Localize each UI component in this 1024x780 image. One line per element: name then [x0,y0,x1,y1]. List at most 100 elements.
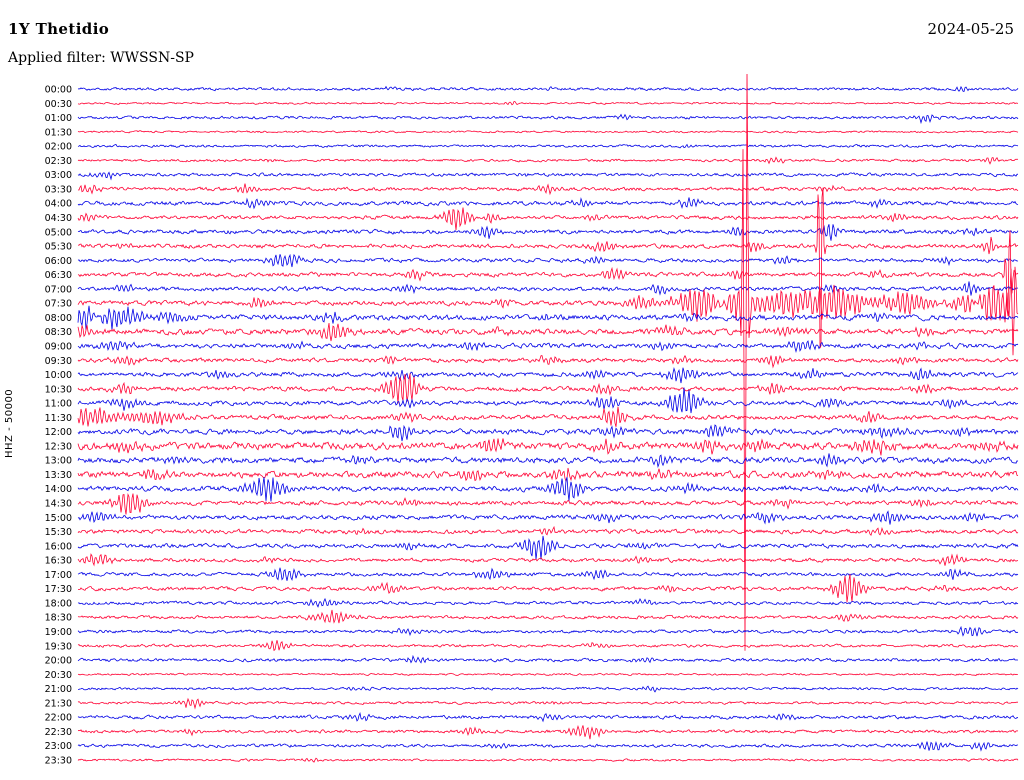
trace-11:00 [77,387,1018,414]
trace-18:00 [77,597,1019,608]
trace-16:00 [77,535,1019,560]
time-label-02:30: 02:30 [45,156,72,167]
trace-12:30 [77,438,1019,456]
trace-18:30 [77,609,1019,624]
trace-07:30 [77,74,1019,651]
trace-10:30 [77,373,1019,404]
trace-23:30 [77,757,1019,763]
trace-15:00 [77,510,1019,525]
time-label-23:00: 23:00 [45,741,72,752]
time-label-14:00: 14:00 [45,484,72,495]
time-label-00:00: 00:00 [45,85,72,96]
time-label-13:30: 13:30 [45,470,72,481]
time-label-08:00: 08:00 [45,313,72,324]
trace-17:00 [77,567,1019,582]
trace-22:30 [77,724,1019,740]
trace-21:00 [77,685,1019,693]
time-label-05:30: 05:30 [45,242,72,253]
time-label-18:00: 18:00 [45,599,72,610]
trace-14:00 [77,477,1019,502]
trace-19:00 [77,625,1019,637]
trace-10:00 [77,366,1019,384]
trace-09:30 [77,354,1019,369]
trace-00:00 [77,85,1019,93]
trace-07:00 [77,281,1019,296]
time-label-23:30: 23:30 [45,756,72,767]
trace-14:30 [77,492,1019,515]
time-label-16:00: 16:00 [45,541,72,552]
trace-03:30 [77,183,1019,196]
trace-21:30 [77,697,1019,710]
time-label-10:00: 10:00 [45,370,72,381]
trace-01:00 [77,113,1019,125]
time-label-03:00: 03:00 [45,170,72,181]
time-label-00:30: 00:30 [45,99,72,110]
trace-06:00 [77,253,1019,268]
time-label-03:30: 03:30 [45,184,72,195]
time-label-15:00: 15:00 [45,513,72,524]
time-label-06:00: 06:00 [45,256,72,267]
time-label-05:00: 05:00 [45,227,72,238]
trace-00:30 [77,101,1019,106]
time-label-22:30: 22:30 [45,727,72,738]
time-label-13:00: 13:00 [45,456,72,467]
time-label-22:00: 22:00 [45,713,72,724]
trace-23:00 [77,740,1018,752]
time-label-02:00: 02:00 [45,142,72,153]
time-label-08:30: 08:30 [45,327,72,338]
trace-08:30 [77,322,1019,342]
time-label-04:30: 04:30 [45,213,72,224]
time-label-14:30: 14:30 [45,499,72,510]
time-label-18:30: 18:30 [45,613,72,624]
time-label-12:00: 12:00 [45,427,72,438]
trace-20:30 [77,672,1019,677]
time-label-21:00: 21:00 [45,684,72,695]
time-label-16:30: 16:30 [45,556,72,567]
time-label-09:00: 09:00 [45,342,72,353]
time-label-07:30: 07:30 [45,299,72,310]
trace-22:00 [77,712,1019,723]
station-title: 1Y Thetidio [8,20,110,38]
time-label-07:00: 07:00 [45,284,72,295]
trace-17:30 [77,574,1019,603]
time-label-column: 00:00 00:30 01:00 01:30 02:00 02:30 03:00 03:30… [45,85,72,767]
trace-13:30 [77,467,1019,483]
applied-filter-label: Applied filter: WWSSN-SP [8,50,194,66]
trace-12:00 [77,424,1019,442]
plot-date: 2024-05-25 [927,20,1014,38]
time-label-04:00: 04:00 [45,199,72,210]
trace-08:00 [77,305,1019,331]
trace-02:00 [77,143,1019,149]
trace-04:30 [77,207,1019,231]
time-label-20:30: 20:30 [45,670,72,681]
trace-16:30 [77,553,1019,567]
time-label-12:30: 12:30 [45,441,72,452]
trace-06:30 [77,230,1019,317]
time-label-11:00: 11:00 [45,399,72,410]
trace-05:00 [77,224,1019,241]
trace-03:00 [77,171,1019,181]
time-label-10:30: 10:30 [45,384,72,395]
time-label-17:00: 17:00 [45,570,72,581]
time-label-11:30: 11:30 [45,413,72,424]
time-label-19:30: 19:30 [45,641,72,652]
trace-09:00 [77,340,1019,354]
time-label-01:30: 01:30 [45,127,72,138]
time-label-09:30: 09:30 [45,356,72,367]
trace-group [77,74,1019,763]
trace-19:30 [77,640,1019,652]
trace-20:00 [77,654,1018,664]
trace-04:00 [77,197,1019,210]
trace-11:30 [77,406,1019,427]
trace-02:30 [77,156,1019,165]
trace-01:30 [77,130,1019,134]
trace-05:30 [77,187,1019,349]
time-label-21:30: 21:30 [45,698,72,709]
time-label-17:30: 17:30 [45,584,72,595]
trace-13:00 [77,453,1019,469]
time-label-15:30: 15:30 [45,527,72,538]
time-label-19:00: 19:00 [45,627,72,638]
time-label-06:30: 06:30 [45,270,72,281]
